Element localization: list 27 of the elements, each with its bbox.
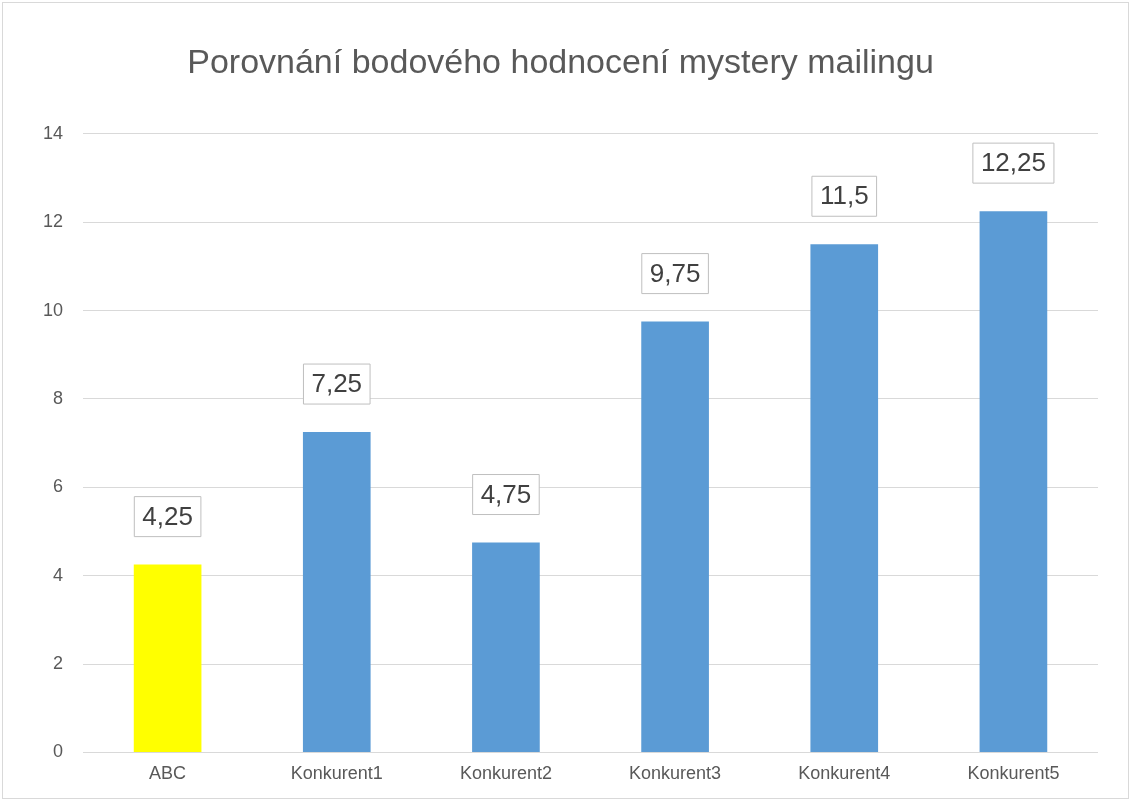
y-tick-label: 6 — [53, 476, 64, 497]
x-tick-label: Konkurent3 — [629, 763, 722, 784]
y-tick-label: 2 — [53, 653, 64, 673]
x-tick-label: Konkurent5 — [967, 763, 1060, 784]
bar — [810, 244, 879, 752]
y-tick-label: 10 — [42, 299, 64, 320]
y-tick-label: 4 — [53, 564, 64, 585]
y-tick-label: 0 — [53, 741, 64, 762]
data-label: 12,25 — [980, 147, 1046, 178]
data-label: 11,5 — [819, 180, 869, 211]
y-tick-label: 8 — [53, 387, 64, 408]
bar — [641, 321, 709, 752]
bar — [979, 211, 1048, 752]
y-tick-label: 12 — [42, 211, 64, 232]
data-label: 7,25 — [311, 368, 363, 399]
bar — [472, 542, 540, 752]
data-label: 9,75 — [649, 257, 701, 288]
chart-title: Porovnání bodového hodnocení mystery mailingu — [187, 41, 934, 80]
bar — [133, 564, 202, 752]
y-tick-label: 14 — [42, 122, 64, 143]
bar — [302, 432, 371, 752]
data-label: 4,75 — [480, 478, 532, 509]
x-tick-label: Konkurent1 — [290, 763, 383, 784]
x-tick-label: Konkurent4 — [798, 763, 891, 784]
x-tick-label: Konkurent2 — [459, 763, 552, 784]
data-label: 4,25 — [142, 500, 193, 531]
x-tick-label: ABC — [149, 763, 187, 784]
